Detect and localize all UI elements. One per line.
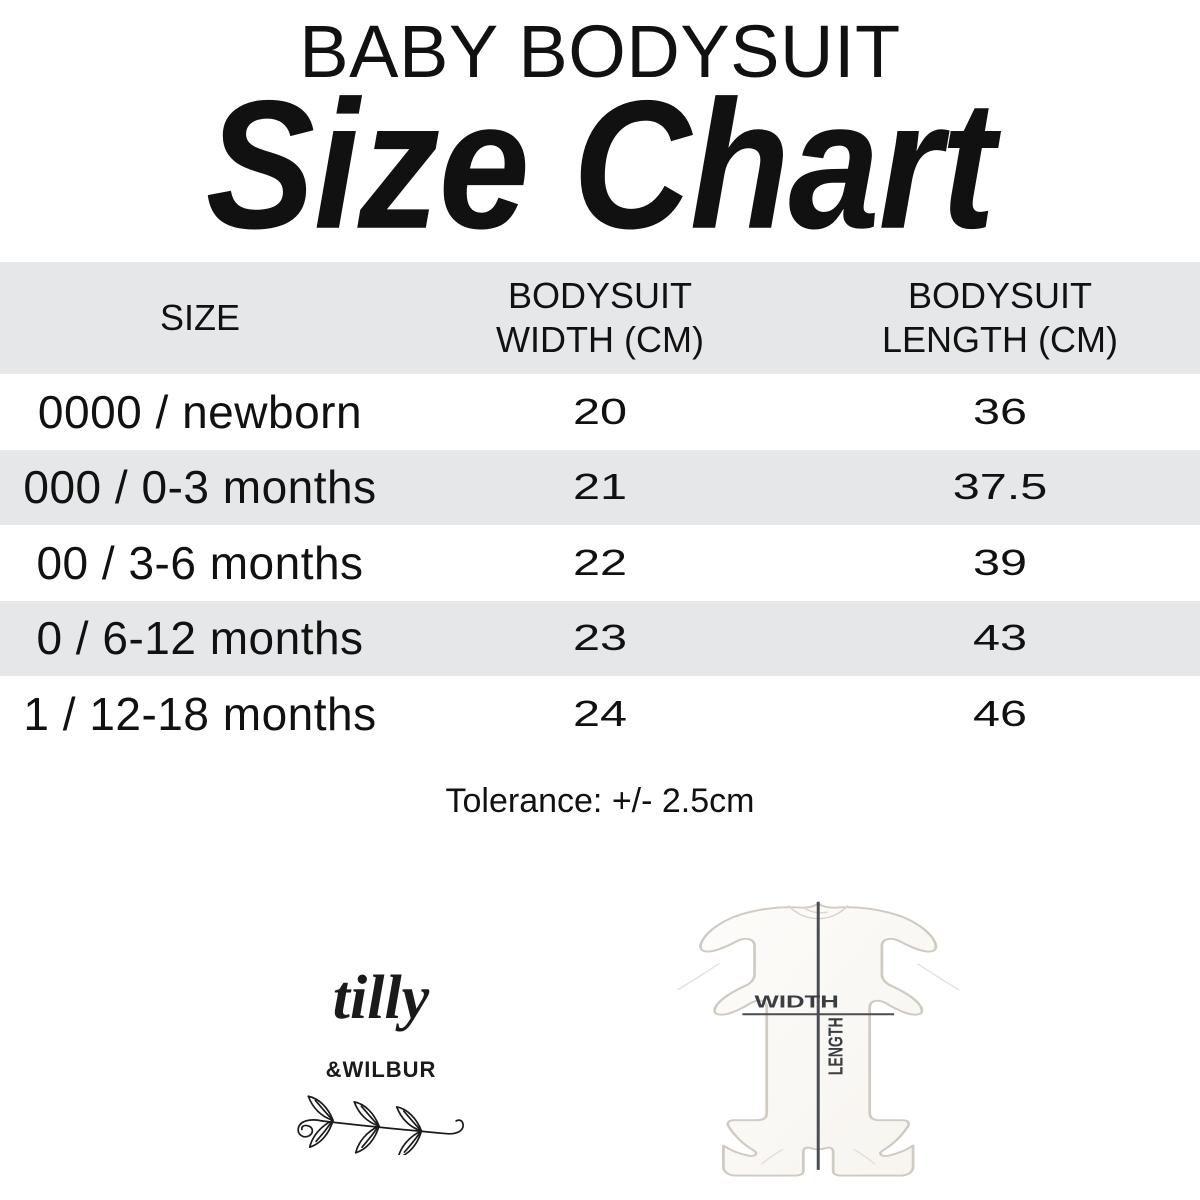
svg-text:WIDTH: WIDTH — [755, 992, 839, 1012]
svg-text:LENGTH: LENGTH — [824, 1017, 847, 1075]
